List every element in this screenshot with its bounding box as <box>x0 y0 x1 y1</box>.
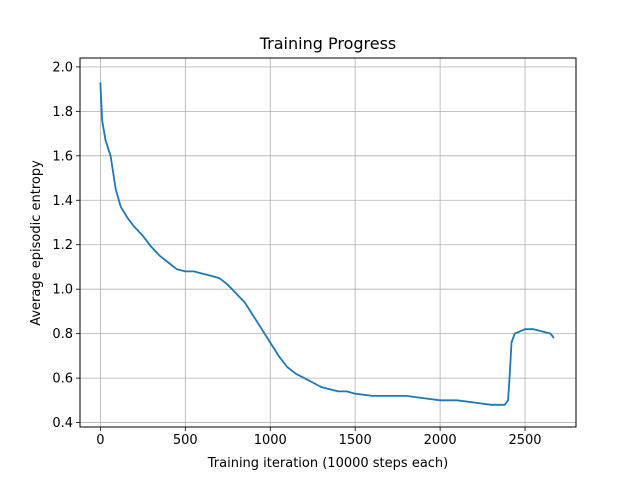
x-tick-label: 2000 <box>424 433 457 448</box>
y-tick-label: 1.0 <box>52 283 73 298</box>
x-tick-label: 500 <box>173 433 198 448</box>
y-tick-label: 0.8 <box>52 327 73 342</box>
grid-lines <box>80 58 576 427</box>
y-tick-label: 1.2 <box>52 238 73 253</box>
y-axis-label: Average episodic entropy <box>29 160 44 326</box>
plot-frame <box>79 57 577 428</box>
x-axis-ticks: 0 500 1000 1500 2000 2500 <box>96 427 542 448</box>
x-tick-label: 1500 <box>339 433 372 448</box>
y-tick-label: 1.4 <box>52 194 73 209</box>
x-axis-label: Training iteration (10000 steps each) <box>207 456 449 471</box>
x-tick-label: 1000 <box>254 433 287 448</box>
chart-title: Training Progress <box>259 34 397 53</box>
y-axis-ticks: 0.4 0.6 0.8 1.0 1.2 1.4 1.6 1.8 2.0 <box>52 60 80 431</box>
y-tick-label: 1.6 <box>52 149 73 164</box>
x-tick-label: 2500 <box>508 433 541 448</box>
series-layer <box>99 82 555 406</box>
y-tick-label: 2.0 <box>52 60 73 75</box>
y-tick-label: 0.4 <box>52 416 73 431</box>
y-tick-label: 0.6 <box>52 372 73 387</box>
x-tick-label: 0 <box>96 433 104 448</box>
series-line <box>99 82 555 406</box>
y-tick-label: 1.8 <box>52 105 73 120</box>
